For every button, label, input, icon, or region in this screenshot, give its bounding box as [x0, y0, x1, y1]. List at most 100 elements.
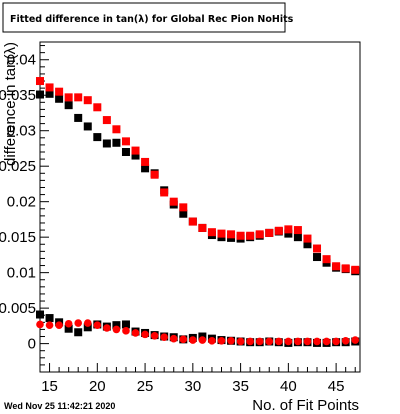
data-point: [217, 336, 226, 345]
y-tick-label: 0.03: [7, 123, 36, 140]
y-tick-label: 0.015: [0, 229, 36, 246]
x-tick-label: 25: [137, 378, 154, 395]
x-tick-label: 15: [41, 378, 58, 395]
data-point: [322, 255, 331, 264]
data-point: [332, 262, 341, 271]
data-point: [83, 319, 92, 327]
data-point: [141, 330, 149, 339]
data-point: [83, 96, 92, 105]
data-point: [303, 234, 312, 243]
data-point: [341, 264, 350, 273]
data-point: [93, 321, 102, 329]
data-point: [93, 133, 102, 142]
data-point: [36, 90, 44, 99]
data-point: [112, 138, 121, 147]
data-point: [303, 240, 312, 249]
data-point: [293, 226, 302, 235]
data-point: [64, 93, 73, 102]
data-point: [93, 103, 102, 112]
data-point: [207, 228, 216, 237]
data-point: [74, 328, 83, 337]
data-point: [122, 327, 130, 335]
data-point: [284, 225, 293, 234]
data-point: [112, 321, 121, 330]
data-point: [351, 336, 360, 344]
data-point: [55, 321, 63, 329]
data-point: [83, 122, 92, 131]
data-point: [131, 151, 140, 160]
data-point: [227, 336, 235, 345]
data-point: [45, 314, 54, 323]
data-point: [217, 229, 226, 238]
x-tick-label: 20: [89, 378, 106, 395]
data-point: [313, 337, 321, 346]
x-axis-label: No. of Fit Points: [252, 397, 359, 414]
data-point: [341, 336, 350, 345]
data-point: [55, 87, 64, 96]
data-point: [198, 336, 207, 344]
data-point: [255, 337, 264, 346]
plot-frame: [39, 41, 361, 373]
data-point: [246, 337, 254, 346]
y-tick-label: 0.025: [0, 158, 36, 175]
y-tick-label: 0.005: [0, 300, 36, 317]
data-point: [45, 89, 54, 98]
data-point: [102, 139, 111, 148]
data-point: [265, 337, 274, 346]
data-point: [36, 310, 44, 319]
data-point: [322, 337, 331, 346]
data-point: [131, 329, 140, 337]
title-box: Fitted difference in tan(λ) for Global R…: [2, 2, 294, 33]
data-point: [64, 324, 73, 333]
data-point: [236, 337, 245, 346]
data-point: [150, 332, 159, 340]
data-point: [112, 125, 121, 134]
data-point: [45, 321, 54, 329]
data-point: [293, 233, 302, 242]
series-3: [36, 319, 360, 346]
data-marks: [36, 77, 360, 347]
data-point: [131, 146, 140, 155]
data-point: [64, 319, 73, 328]
y-tick-label: 0.01: [7, 265, 36, 282]
axes: 15 20 25 30 35 40 45 0 0.005 0.01 0.015 0.02 0.025 0.…: [0, 45, 356, 395]
data-point: [150, 170, 159, 179]
x-tick-label: 35: [232, 378, 249, 395]
data-point: [36, 77, 44, 86]
x-tick-label: 40: [280, 378, 297, 395]
data-point: [275, 337, 283, 346]
data-point: [74, 93, 83, 102]
timestamp: Wed Nov 25 11:42:21 2020: [4, 401, 115, 411]
data-point: [121, 148, 130, 156]
data-point: [179, 335, 188, 344]
x-tick-label: 30: [184, 378, 201, 395]
data-point: [45, 83, 54, 92]
data-point: [313, 253, 322, 262]
y-tick-label: 0.02: [7, 194, 36, 211]
series-2: [36, 77, 360, 274]
data-point: [236, 231, 245, 240]
y-tick-label: 0.035: [0, 87, 36, 104]
data-point: [141, 164, 150, 173]
data-point: [55, 94, 64, 103]
data-point: [294, 337, 302, 346]
y-tick-label: 0: [28, 336, 36, 353]
data-point: [74, 319, 83, 327]
data-point: [188, 217, 197, 226]
data-point: [74, 113, 83, 122]
data-point: [160, 333, 168, 342]
data-point: [102, 116, 111, 125]
data-point: [83, 323, 92, 332]
data-point: [179, 209, 188, 218]
data-point: [103, 324, 111, 332]
x-tick-label: 45: [328, 378, 345, 395]
data-point: [160, 188, 169, 197]
data-point: [265, 228, 274, 237]
data-point: [227, 230, 236, 239]
data-point: [179, 203, 188, 212]
data-point: [169, 334, 178, 343]
data-point: [121, 320, 130, 329]
series-0: [36, 89, 360, 276]
data-point: [313, 244, 322, 253]
